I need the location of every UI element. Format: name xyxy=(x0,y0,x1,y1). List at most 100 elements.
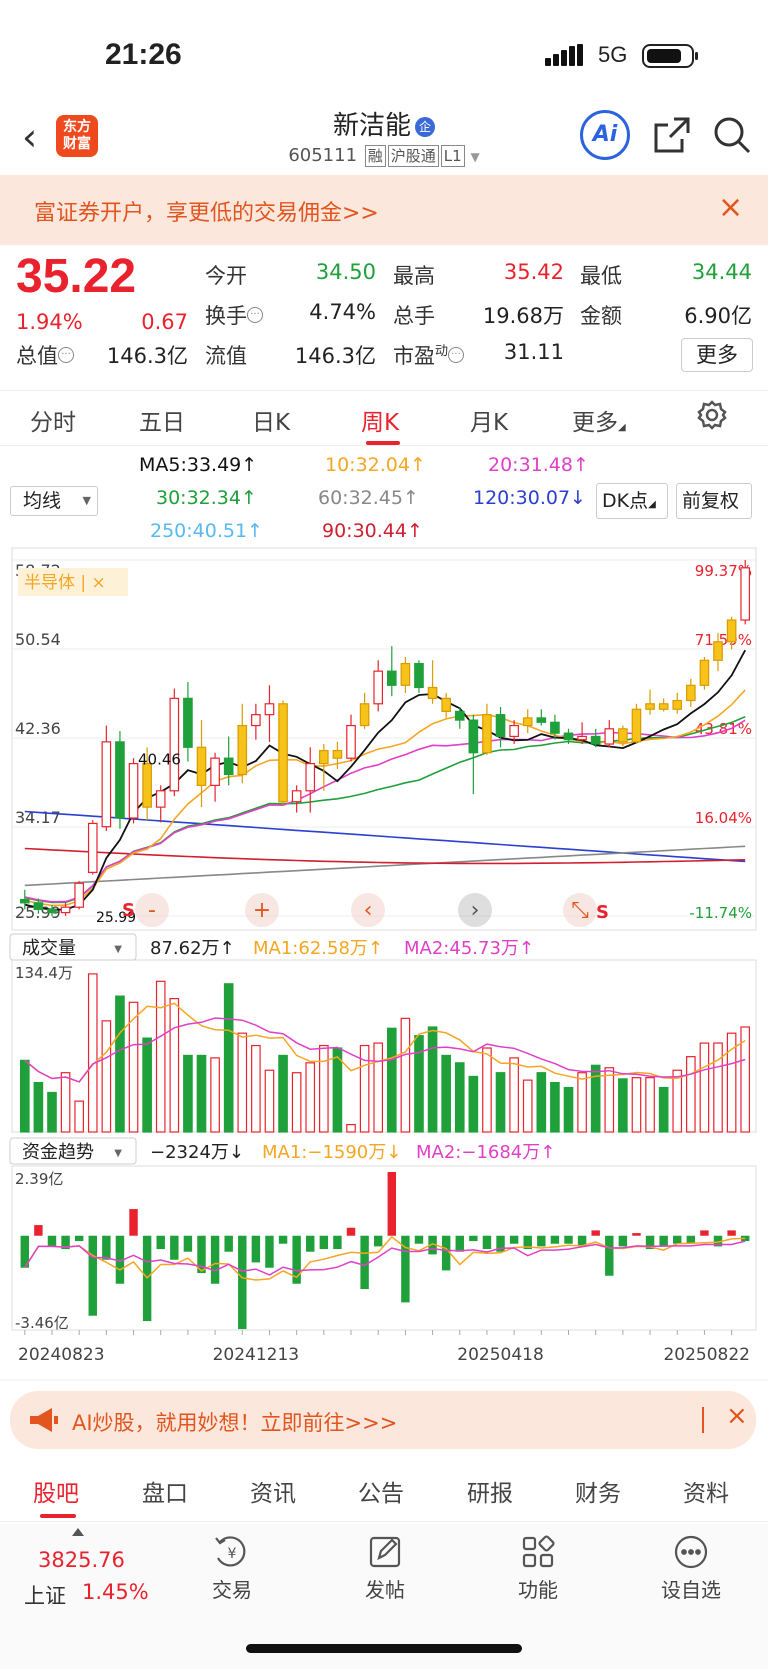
stock-code-line[interactable]: 605111 融沪股通 L1 ▼ xyxy=(0,145,768,167)
candle-body xyxy=(142,763,152,808)
dock-functions[interactable]: 功能 xyxy=(493,1534,583,1603)
chart-control-button[interactable] xyxy=(245,893,279,927)
dropdown-icon[interactable]: ▼ xyxy=(470,150,480,164)
close-icon[interactable]: × xyxy=(718,190,744,225)
change-amount: 0.67 xyxy=(141,310,188,334)
index-value[interactable]: 3825.76 xyxy=(38,1548,125,1572)
volume-ma1: MA1:62.58万↑ xyxy=(253,938,383,959)
gear-icon[interactable] xyxy=(696,399,728,431)
candle-body xyxy=(713,641,723,661)
adjust-button[interactable]: 前复权 xyxy=(676,483,752,519)
chart-control-label[interactable]: ‹ xyxy=(364,898,373,923)
index-percent[interactable]: 1.45% xyxy=(82,1580,149,1604)
tab-monthly-k[interactable]: 月K xyxy=(470,410,509,436)
chart-control-label[interactable]: › xyxy=(471,898,480,923)
candle-body xyxy=(536,717,547,723)
expand-up-icon[interactable] xyxy=(72,1528,84,1536)
flow-bar xyxy=(713,1235,723,1247)
flow-select[interactable] xyxy=(9,1137,137,1165)
tab-orderbook[interactable]: 盘口 xyxy=(142,1481,188,1507)
dock-watchlist[interactable]: 设自选 xyxy=(646,1534,736,1603)
megaphone-icon xyxy=(30,1408,58,1432)
candle-body xyxy=(237,724,248,776)
volume-bar xyxy=(346,1123,356,1133)
tab-announcements[interactable]: 公告 xyxy=(358,1481,404,1507)
more-button[interactable]: 更多 xyxy=(681,338,753,372)
tab-more[interactable]: 更多◢ xyxy=(572,410,626,436)
ma60-value: 60:32.45↑ xyxy=(318,487,419,509)
search-icon[interactable] xyxy=(712,115,752,155)
flow-panel-frame xyxy=(11,1165,757,1331)
flow-bar xyxy=(292,1235,301,1284)
volume-bar xyxy=(115,995,125,1133)
back-icon[interactable]: ‹ xyxy=(22,115,38,159)
volume-bar xyxy=(74,1100,84,1133)
candle-body xyxy=(74,882,84,908)
index-name[interactable]: 上证 xyxy=(24,1584,66,1608)
amount-label: 金额 xyxy=(580,304,622,328)
tab-five-day[interactable]: 五日 xyxy=(139,410,185,436)
indicator-select[interactable]: 均线 ▼ xyxy=(10,486,98,516)
info-icon[interactable]: ··· xyxy=(448,347,465,363)
share-icon[interactable] xyxy=(652,115,692,155)
info-icon[interactable]: ··· xyxy=(58,347,74,363)
volume-bar xyxy=(291,1072,302,1133)
dock-trade[interactable]: ¥ 交易 xyxy=(187,1534,277,1603)
candle-body xyxy=(522,717,533,727)
tab-research[interactable]: 研报 xyxy=(467,1481,513,1507)
tab-profile[interactable]: 资料 xyxy=(683,1481,729,1507)
high-label: 最高 xyxy=(393,264,435,288)
chart-control-button[interactable] xyxy=(458,893,492,927)
tab-forum[interactable]: 股吧 xyxy=(33,1481,79,1507)
tag-level: L1 xyxy=(440,145,465,167)
candle-body xyxy=(726,619,737,643)
chart-control-button[interactable] xyxy=(351,893,385,927)
volume-bar xyxy=(427,1026,438,1133)
tab-finance[interactable]: 财务 xyxy=(575,1481,621,1507)
flow-bar xyxy=(469,1235,478,1242)
candle-body xyxy=(196,746,207,786)
dk-button[interactable]: DK点◢ xyxy=(596,483,668,519)
close-icon[interactable]: × xyxy=(726,1401,748,1431)
info-icon[interactable]: ··· xyxy=(247,307,263,323)
candle-body xyxy=(359,703,370,727)
tab-underline xyxy=(40,1514,76,1518)
kline-chart[interactable]: 58.7299.37%50.5471.59%42.3643.81%34.1716… xyxy=(0,546,768,1382)
flow-bar xyxy=(523,1235,532,1250)
chart-control-label[interactable]: + xyxy=(253,898,271,923)
chart-control-button[interactable] xyxy=(135,893,169,927)
tab-daily-k[interactable]: 日K xyxy=(252,410,291,436)
chart-control-label[interactable]: ⤡ xyxy=(571,898,589,923)
flow-bar xyxy=(102,1235,111,1260)
volume-bar xyxy=(536,1072,547,1133)
volume-bar xyxy=(87,973,98,1133)
volume-bar xyxy=(47,1091,57,1133)
promo-banner[interactable]: 富证券开户，享更低的交易佣金>> × xyxy=(0,175,768,245)
trade-icon: ¥ xyxy=(215,1536,246,1567)
ai-button[interactable]: Ai xyxy=(580,110,630,160)
volume-bar xyxy=(278,1054,288,1133)
flow-bar xyxy=(632,1233,641,1236)
flow-bar xyxy=(74,1235,84,1242)
candle-body xyxy=(699,659,710,686)
flow-bar xyxy=(509,1235,519,1244)
volume-value: 87.62万↑ xyxy=(150,938,235,959)
dock-post[interactable]: 发帖 xyxy=(340,1534,430,1603)
chart-control-button[interactable] xyxy=(563,893,597,927)
volume-bar xyxy=(522,1079,533,1133)
ai-promo-bar[interactable]: AI炒股，就用妙想！立即前往>>> × xyxy=(10,1391,756,1449)
volume-bar xyxy=(305,1062,316,1133)
flow-bar xyxy=(455,1235,464,1252)
volume-bar xyxy=(128,1001,139,1133)
tab-news[interactable]: 资讯 xyxy=(250,1481,296,1507)
tab-weekly-k[interactable]: 周K xyxy=(361,410,400,436)
status-bar: 21:26 5G xyxy=(0,0,768,105)
volume-select[interactable] xyxy=(9,933,137,961)
chart-control-label[interactable]: - xyxy=(148,898,156,923)
candle-body xyxy=(590,735,601,745)
candle-body xyxy=(386,670,397,686)
tab-minute[interactable]: 分时 xyxy=(30,410,76,436)
volume-bar xyxy=(359,1044,370,1133)
grid-icon xyxy=(522,1535,555,1568)
flow-bar xyxy=(564,1235,573,1244)
